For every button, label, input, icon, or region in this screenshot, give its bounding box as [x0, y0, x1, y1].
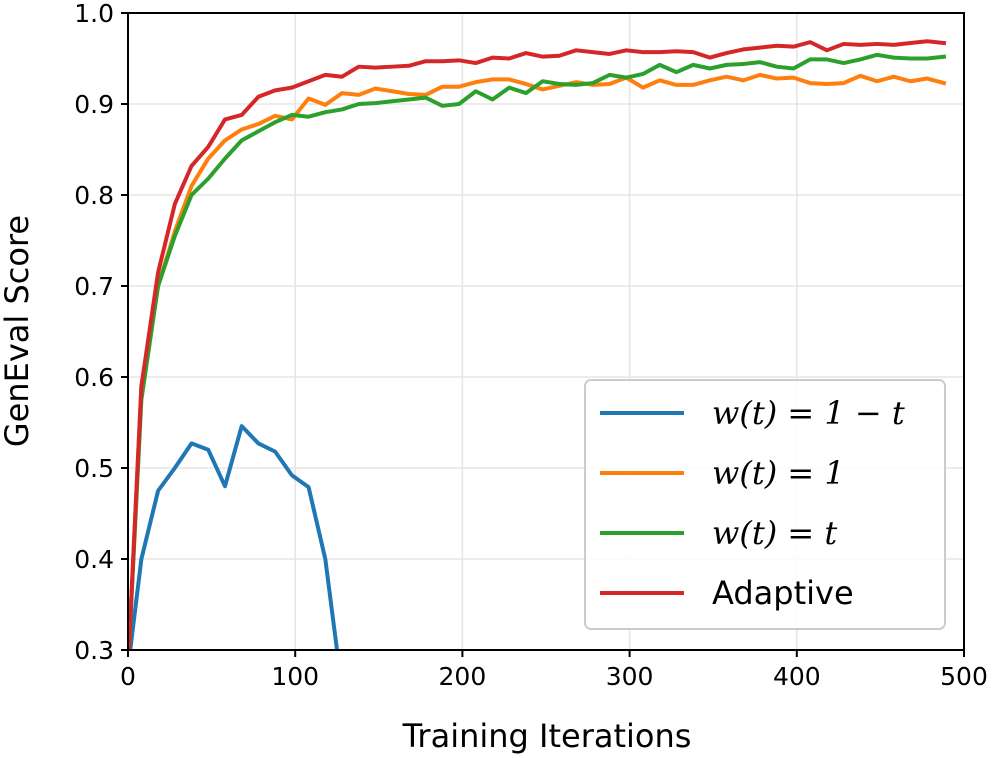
series-line-3 — [128, 39, 947, 650]
y-axis-title: GenEval Score — [0, 215, 36, 447]
x-tick-label: 500 — [940, 662, 988, 691]
y-tick-label: 0.8 — [74, 181, 114, 210]
x-tick-label: 300 — [606, 662, 654, 691]
x-tick-label: 400 — [773, 662, 821, 691]
legend-box — [584, 379, 946, 630]
series-line-2 — [128, 52, 947, 650]
legend-label-3: Adaptive — [712, 574, 854, 612]
y-tick-label: 0.7 — [74, 272, 114, 301]
axes-frame — [127, 12, 965, 651]
legend-label-1: w(t) = 1 — [712, 454, 845, 492]
axes-border — [127, 12, 965, 651]
y-axis-ticks: 0.3 0.4 0.5 0.6 0.7 0.8 0.9 1.0 — [74, 0, 128, 665]
y-tick-label: 0.4 — [74, 545, 114, 574]
x-tick-label: 0 — [120, 662, 136, 691]
y-tick-label: 1.0 — [74, 0, 114, 28]
y-tick-label: 0.3 — [74, 636, 114, 665]
legend-label-0: w(t) = 1 − t — [712, 394, 905, 432]
series-line-0 — [128, 424, 340, 650]
plot-series — [128, 39, 947, 650]
legend: w(t) = 1 − t w(t) = 1 w(t) = t Adaptive — [584, 379, 946, 630]
x-tick-label: 100 — [271, 662, 319, 691]
legend-label-2: w(t) = t — [712, 514, 837, 552]
x-axis-ticks: 0 100 200 300 400 500 — [120, 650, 988, 691]
x-tick-label: 200 — [439, 662, 487, 691]
y-tick-label: 0.6 — [74, 363, 114, 392]
y-tick-label: 0.5 — [74, 454, 114, 483]
x-axis-title: Training Iterations — [402, 717, 692, 755]
y-tick-label: 0.9 — [74, 90, 114, 119]
